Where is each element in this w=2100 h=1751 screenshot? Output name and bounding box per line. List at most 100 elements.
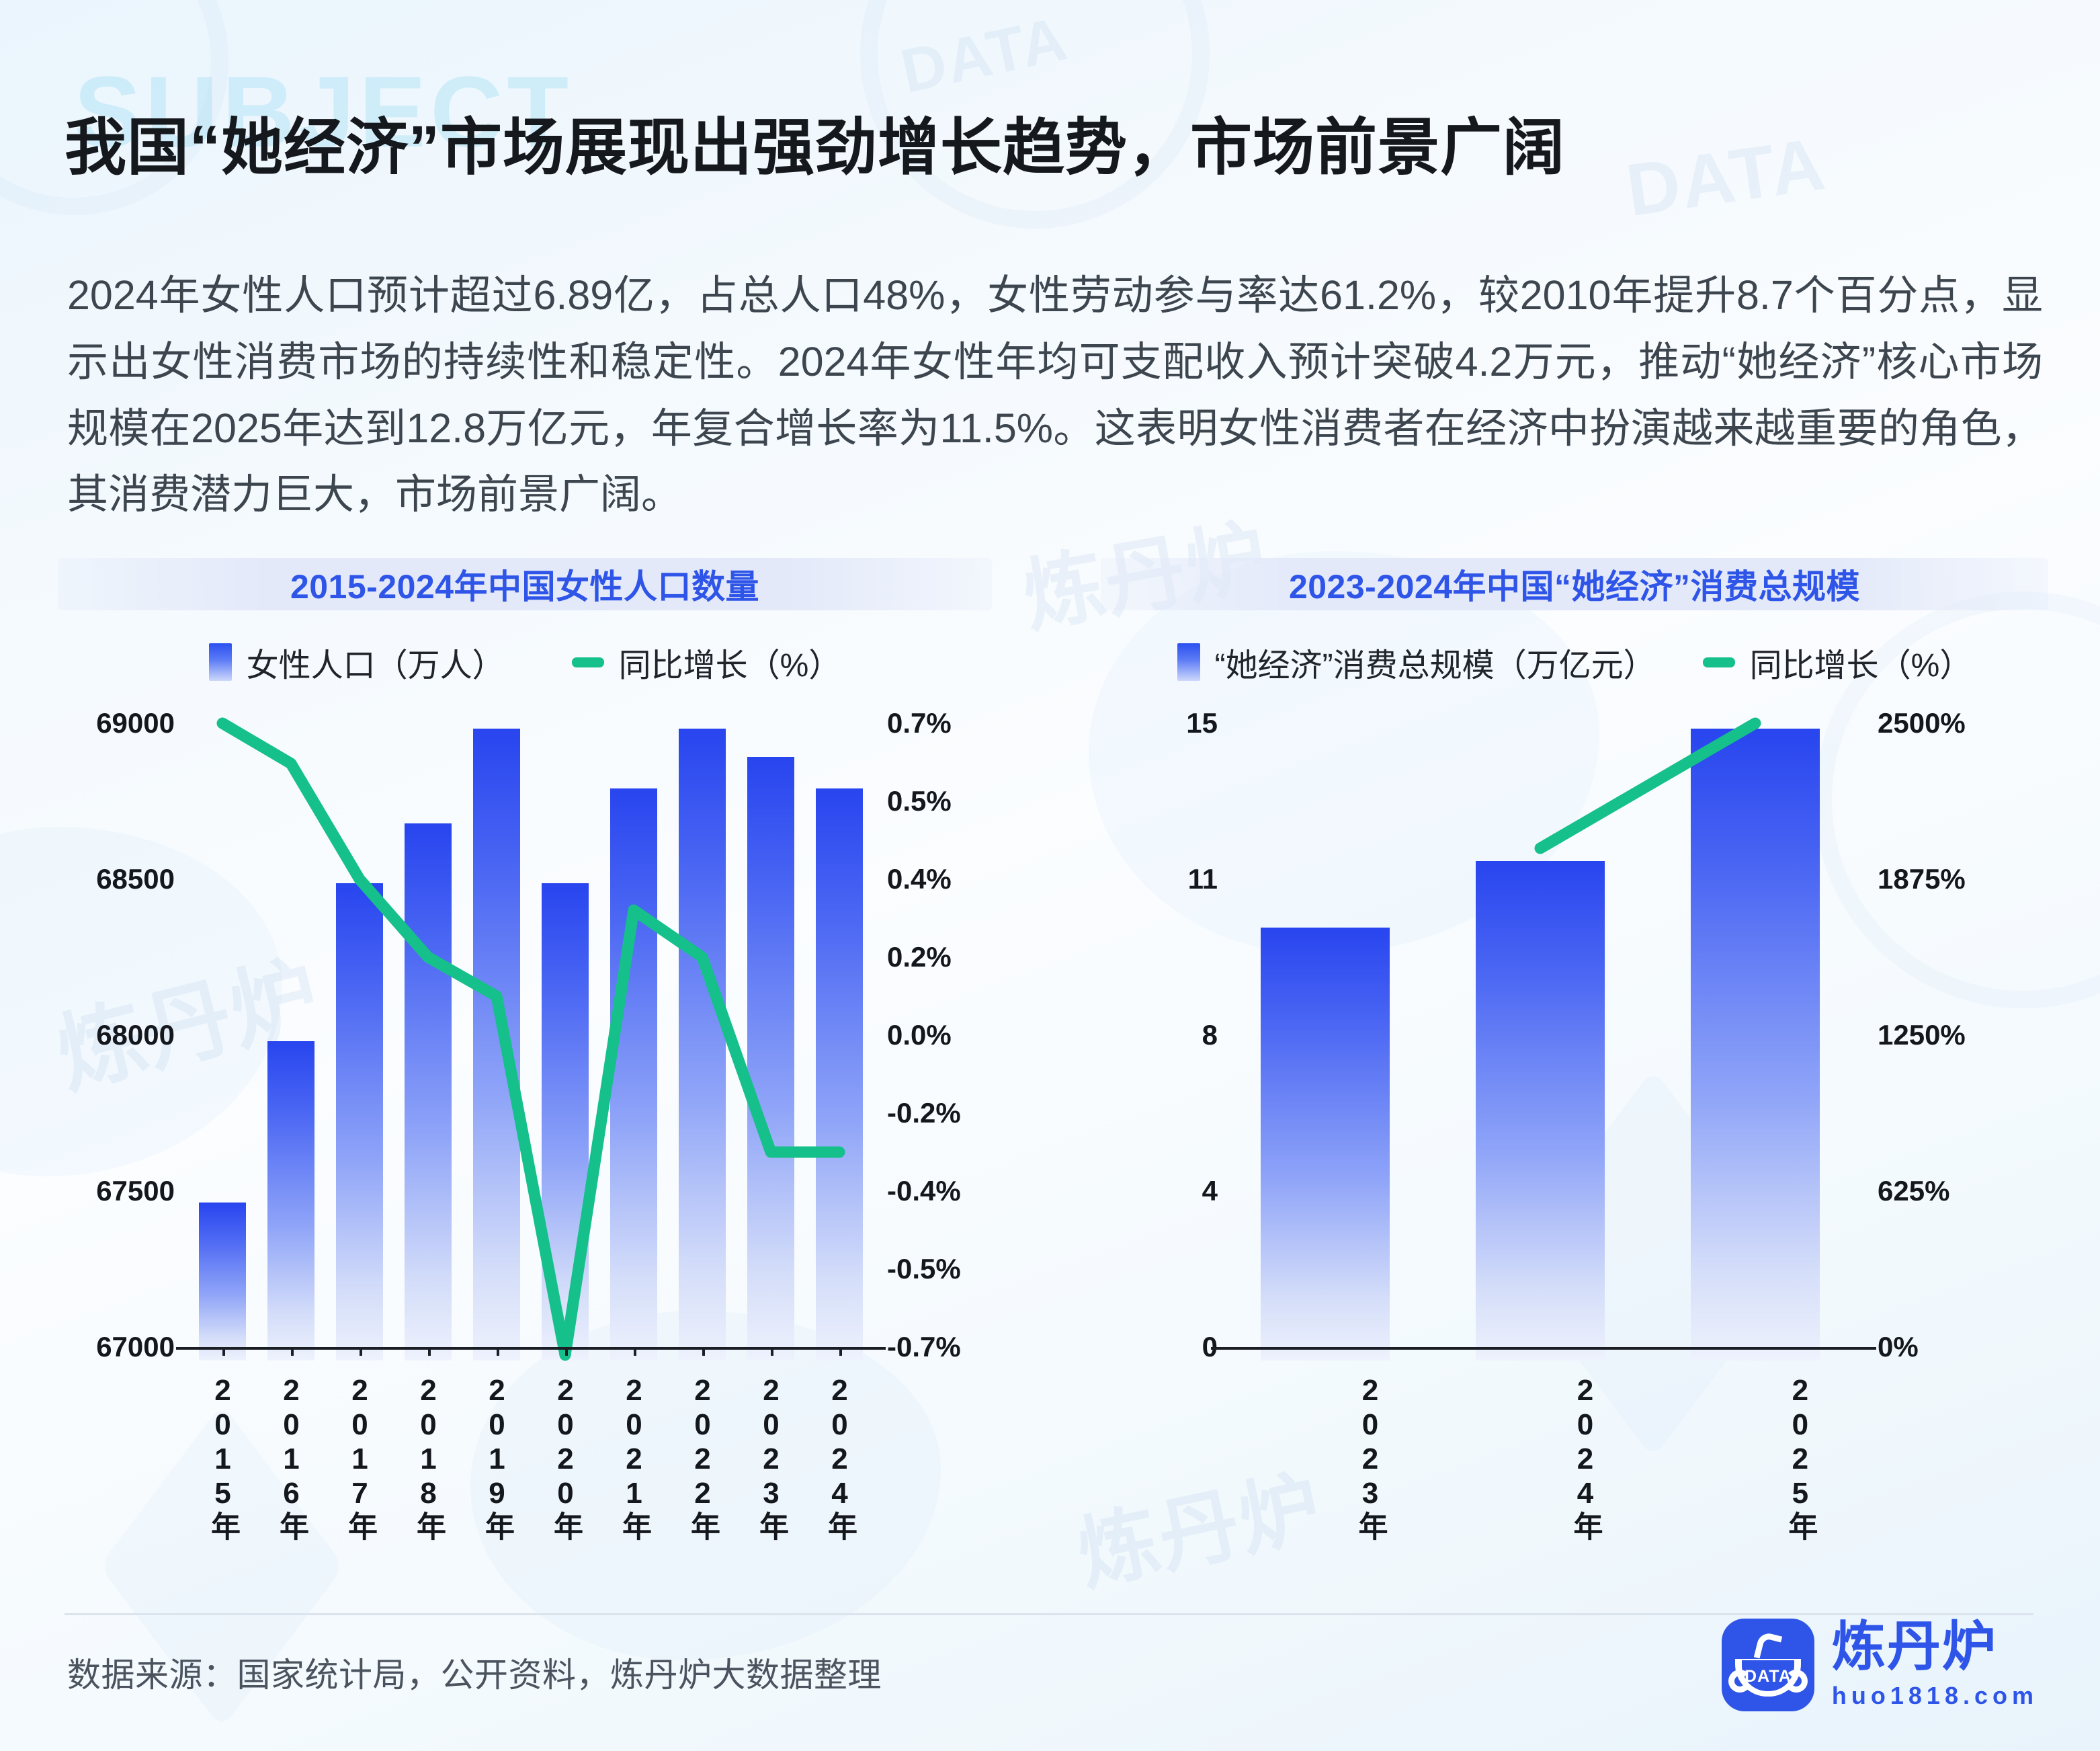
legend-item-line-right[interactable]: 同比增长（%）: [1702, 639, 1972, 686]
bar-slot[interactable]: [188, 729, 257, 1360]
logo-handle-right-icon: [1784, 1670, 1808, 1693]
legend-label-bar-left: 女性人口（万人）: [246, 648, 505, 684]
ytick-left-r4: 0: [1202, 1331, 1218, 1362]
x-tick: [702, 1347, 705, 1356]
xlabel-2023: 2023年: [755, 1374, 788, 1542]
legend-item-bar-right[interactable]: “她经济”消费总规模（万亿元）: [1177, 639, 1656, 686]
xlabel-2017: 2017年: [343, 1374, 376, 1542]
ytick-right-6: -0.4%: [887, 1175, 961, 1207]
xlabel-2015: 2015年: [206, 1374, 239, 1542]
bar-slot[interactable]: [394, 729, 462, 1360]
logo-domain: huo1818.com: [1831, 1682, 2038, 1709]
xlabel-2019: 2019年: [480, 1374, 513, 1542]
ytick-right-4: 0.0%: [887, 1019, 952, 1051]
legend-line-swatch-icon: [571, 657, 604, 667]
bar-2018: [405, 823, 452, 1360]
ytick-left-r2: 8: [1202, 1019, 1218, 1051]
logo-wordmark: 炼丹炉 huo1818.com: [1832, 1620, 2038, 1710]
legend-bar-swatch-icon: [208, 643, 232, 681]
x-tick: [634, 1347, 636, 1356]
data-source-text: 数据来源：国家统计局，公开资料，炼丹炉大数据整理: [67, 1656, 882, 1694]
footer-divider: [65, 1613, 2033, 1615]
x-axis-line-left: [176, 1347, 886, 1350]
legend-label-line-right: 同比增长（%）: [1749, 648, 1972, 684]
growth-polyline-left: [216, 717, 845, 1361]
xlabel-2021: 2021年: [618, 1374, 650, 1542]
ytick-left-r0: 15: [1186, 707, 1218, 739]
chart-she-economy-scale: 2023-2024年中国“她经济”消费总规模 “她经济”消费总规模（万亿元） 同…: [1050, 558, 2099, 1542]
intro-paragraph: 2024年女性人口预计超过6.89亿，占总人口48%，女性劳动参与率达61.2%…: [67, 272, 2043, 518]
xlabel-2020: 2020年: [549, 1374, 582, 1542]
bar-slot[interactable]: [257, 729, 325, 1360]
chart-title-right: 2023-2024年中国“她经济”消费总规模: [1288, 568, 1861, 606]
plot-area-left: 69000 68500 68000 67500 67000 0.7% 0.5% …: [0, 707, 1050, 1542]
growth-line-right: [1534, 717, 1761, 854]
legend-item-bar-left[interactable]: 女性人口（万人）: [208, 639, 505, 686]
bar-slot[interactable]: [599, 729, 668, 1360]
logo-steam-icon: [1753, 1631, 1783, 1663]
growth-line-left: [216, 717, 845, 1361]
chart-title-banner-right: 2023-2024年中国“她经济”消费总规模: [1101, 558, 2048, 610]
ytick-right-5: -0.2%: [887, 1097, 961, 1129]
x-tick: [771, 1347, 773, 1356]
legend-bar-swatch-icon: [1177, 643, 1200, 681]
x-tick: [222, 1347, 225, 1356]
ytick-right-r1: 1875%: [1878, 863, 1966, 895]
ytick-left-3: 67500: [96, 1175, 175, 1207]
ytick-left-4: 67000: [96, 1331, 175, 1362]
bar-2024: [816, 788, 863, 1360]
ytick-right-r4: 0%: [1878, 1331, 1919, 1362]
ytick-right-r0: 2500%: [1878, 707, 1966, 739]
xlabel-2018: 2018年: [412, 1374, 445, 1542]
x-axis-labels-left: 2015年 2016年 2017年 2018年 2019年 2020年 2021…: [188, 1374, 874, 1542]
ytick-right-2: 0.4%: [887, 863, 952, 895]
ytick-right-r3: 625%: [1878, 1175, 1950, 1207]
xlabel-2016: 2016年: [275, 1374, 308, 1542]
x-tick: [565, 1347, 568, 1356]
chart-title-left: 2015-2024年中国女性人口数量: [290, 568, 760, 606]
xlabel-2023: 2023年: [1353, 1374, 1387, 1542]
bar-slot[interactable]: [668, 729, 737, 1360]
bar-slot[interactable]: [325, 729, 394, 1360]
chart-legend-right: “她经济”消费总规模（万亿元） 同比增长（%）: [1050, 639, 2099, 686]
bar-slot[interactable]: [805, 729, 874, 1360]
bar-slot[interactable]: [462, 729, 531, 1360]
bar-2025: [1690, 729, 1820, 1360]
xlabel-2024: 2024年: [823, 1374, 856, 1542]
legend-item-line-left[interactable]: 同比增长（%）: [571, 639, 841, 686]
bar-2015: [199, 1203, 246, 1360]
ytick-right-r2: 1250%: [1878, 1019, 1966, 1051]
logo-handle-left-icon: [1728, 1670, 1751, 1693]
charts-region: 2015-2024年中国女性人口数量 女性人口（万人） 同比增长（%） 6900…: [0, 558, 2100, 1542]
ytick-right-0: 0.7%: [887, 707, 952, 739]
x-tick: [360, 1347, 362, 1356]
plot-area-right: 15 11 8 4 0 2500% 1875% 1250% 625% 0%: [1050, 707, 2099, 1542]
chart-title-banner-left: 2015-2024年中国女性人口数量: [58, 558, 992, 610]
ytick-left-r3: 4: [1202, 1175, 1218, 1207]
legend-line-swatch-icon: [1702, 657, 1735, 667]
bar-slot[interactable]: [1648, 729, 1863, 1360]
ytick-right-3: 0.2%: [887, 941, 952, 973]
page-header: 我国“她经济”市场展现出强劲增长趋势，市场前景广阔: [65, 113, 2033, 184]
chart-female-population: 2015-2024年中国女性人口数量 女性人口（万人） 同比增长（%） 6900…: [0, 558, 1050, 1542]
x-tick: [291, 1347, 294, 1356]
x-tick: [497, 1347, 499, 1356]
bar-slot[interactable]: [1218, 729, 1433, 1360]
watermark-logo-text-1: DATA: [895, 4, 1074, 106]
brand-logo[interactable]: DATA 炼丹炉 huo1818.com: [1721, 1619, 2038, 1711]
logo-cup-icon: DATA: [1721, 1619, 1814, 1711]
xlabel-2024: 2024年: [1568, 1374, 1602, 1542]
bar-series-right: [1218, 729, 1863, 1360]
growth-polyline-right: [1534, 717, 1761, 854]
bar-2023: [1260, 928, 1390, 1360]
ytick-left-0: 69000: [96, 707, 175, 739]
ytick-right-8: -0.7%: [887, 1331, 961, 1362]
ytick-left-r1: 11: [1187, 863, 1218, 895]
ytick-left-2: 68000: [96, 1019, 175, 1051]
bar-slot[interactable]: [1433, 729, 1648, 1360]
page-title: 我国“她经济”市场展现出强劲增长趋势，市场前景广阔: [65, 114, 1566, 182]
chart-legend-left: 女性人口（万人） 同比增长（%）: [0, 639, 1050, 686]
bar-slot[interactable]: [737, 729, 805, 1360]
legend-label-bar-right: “她经济”消费总规模（万亿元）: [1214, 648, 1656, 684]
